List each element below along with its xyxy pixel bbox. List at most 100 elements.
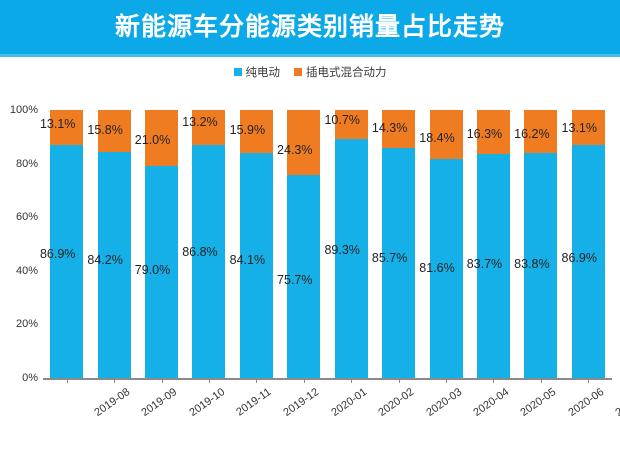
- data-label-bev: 84.2%: [87, 253, 123, 267]
- bar-segment-phev[interactable]: [524, 110, 558, 154]
- data-label-bev: 83.8%: [514, 257, 550, 271]
- data-label-bev: 85.7%: [371, 251, 408, 265]
- x-axis-tick: [446, 378, 448, 383]
- data-label-phev: 16.3%: [466, 127, 503, 141]
- data-label-bev: 86.8%: [182, 245, 218, 259]
- y-axis-tick-label: 60%: [15, 211, 38, 224]
- bar-group[interactable]: [97, 110, 131, 378]
- bar-segment-bev[interactable]: [571, 145, 605, 378]
- legend-label: 纯电动: [245, 67, 281, 79]
- x-axis-label: 2020-06: [566, 386, 607, 419]
- data-label-phev: 13.1%: [39, 117, 76, 131]
- bar-segment-bev[interactable]: [50, 145, 84, 378]
- legend-item-2[interactable]: 插电式混合动力: [294, 64, 387, 80]
- y-axis-tick-label: 20%: [15, 318, 38, 331]
- bar-segment-phev[interactable]: [429, 110, 463, 160]
- data-label-bev: 86.9%: [561, 251, 598, 265]
- bar-group[interactable]: [287, 110, 321, 378]
- data-label-phev: 24.3%: [277, 143, 313, 157]
- title-banner: 新能源车分能源类别销量占比走势: [0, 0, 620, 54]
- bar-group[interactable]: [239, 110, 273, 378]
- x-axis-tick: [161, 378, 163, 383]
- data-label-bev: 86.9%: [39, 247, 76, 261]
- x-axis-label: 2020-05: [518, 386, 559, 419]
- bar-segment-phev[interactable]: [239, 110, 273, 153]
- data-label-bev: 83.7%: [466, 257, 503, 271]
- data-label-phev: 18.4%: [419, 131, 455, 145]
- x-axis-line: [43, 378, 612, 380]
- bar-group[interactable]: [192, 110, 226, 378]
- bar-segment-phev[interactable]: [382, 110, 416, 149]
- x-axis-label: 2019-09: [139, 386, 180, 419]
- page-title: 新能源车分能源类别销量占比走势: [114, 13, 505, 41]
- bar-group[interactable]: [571, 110, 605, 378]
- data-label-phev: 15.8%: [87, 123, 123, 137]
- data-label-phev: 10.7%: [324, 113, 360, 127]
- data-label-phev: 21.0%: [134, 133, 171, 147]
- x-axis-label: 2019-08: [92, 386, 132, 419]
- x-axis-label: 2020-07: [613, 386, 620, 419]
- x-axis-label: 2020-04: [471, 386, 512, 419]
- data-label-bev: 79.0%: [134, 263, 171, 277]
- bar-segment-bev[interactable]: [97, 152, 131, 378]
- bar-segment-bev[interactable]: [476, 153, 510, 378]
- x-axis-label: 2019-11: [234, 386, 274, 419]
- bar-segment-phev[interactable]: [334, 110, 368, 139]
- data-label-phev: 13.2%: [182, 115, 218, 129]
- bar-segment-bev[interactable]: [287, 175, 321, 378]
- bar-group[interactable]: [476, 110, 510, 378]
- y-axis-tick-label: 80%: [15, 157, 38, 170]
- bar-segment-bev[interactable]: [334, 138, 368, 378]
- square-marker: [233, 68, 242, 76]
- x-axis-label: 2020-03: [423, 386, 464, 419]
- bar-segment-bev[interactable]: [145, 166, 179, 378]
- x-axis-tick: [66, 378, 68, 383]
- data-label-bev: 75.7%: [277, 273, 313, 287]
- data-label-bev: 84.1%: [229, 253, 266, 267]
- x-axis-tick: [303, 378, 305, 383]
- bar-segment-phev[interactable]: [145, 110, 179, 167]
- bar-group[interactable]: [334, 110, 368, 378]
- bar-group[interactable]: [382, 110, 416, 378]
- bar-segment-phev[interactable]: [50, 110, 84, 146]
- data-label-phev: 13.1%: [561, 121, 598, 135]
- legend-item-1[interactable]: 纯电动: [233, 64, 281, 80]
- bar-segment-bev[interactable]: [429, 159, 463, 378]
- y-axis-tick-label: 40%: [15, 264, 38, 277]
- x-axis-label: 2020-01: [329, 386, 370, 419]
- bar-segment-phev[interactable]: [97, 110, 131, 153]
- chart-legend: 纯电动 插电式混合动力: [0, 62, 620, 82]
- bar-segment-phev[interactable]: [287, 110, 321, 176]
- bar-group[interactable]: [145, 110, 179, 378]
- bar-group[interactable]: [429, 110, 463, 378]
- bar-segment-bev[interactable]: [239, 152, 273, 378]
- bar-segment-phev[interactable]: [571, 110, 605, 146]
- square-marker: [294, 68, 302, 76]
- bar-segment-bev[interactable]: [524, 153, 558, 378]
- data-label-bev: 89.3%: [324, 243, 360, 257]
- data-label-phev: 15.9%: [229, 123, 266, 137]
- x-axis-tick: [256, 378, 258, 383]
- x-axis-tick: [351, 378, 353, 383]
- title-underline: [0, 54, 620, 57]
- bar-segment-bev[interactable]: [192, 145, 226, 378]
- bar-segment-bev[interactable]: [382, 148, 416, 378]
- stacked-bar-chart: 100% 80% 60% 40% 20% 0% 13.1% 86.9% 2019-08 15.8%…: [0, 86, 620, 465]
- x-axis-tick: [114, 378, 116, 383]
- x-axis-tick: [398, 378, 400, 383]
- x-axis-tick: [208, 378, 210, 383]
- x-axis-label: 2019-12: [281, 386, 322, 419]
- y-axis-tick-label: 100%: [9, 104, 38, 116]
- data-label-bev: 81.6%: [419, 261, 455, 275]
- x-axis-tick: [493, 378, 495, 383]
- data-label-phev: 14.3%: [371, 121, 408, 135]
- x-axis-tick: [588, 378, 590, 383]
- x-axis-label: 2020-02: [376, 386, 417, 419]
- x-axis-label: 2019-10: [186, 386, 227, 419]
- x-axis-tick: [540, 378, 542, 383]
- bar-segment-phev[interactable]: [192, 110, 226, 146]
- bar-group[interactable]: [524, 110, 558, 378]
- bar-segment-phev[interactable]: [476, 110, 510, 154]
- y-axis-tick-label: 0%: [22, 372, 38, 384]
- bar-group[interactable]: [50, 110, 84, 378]
